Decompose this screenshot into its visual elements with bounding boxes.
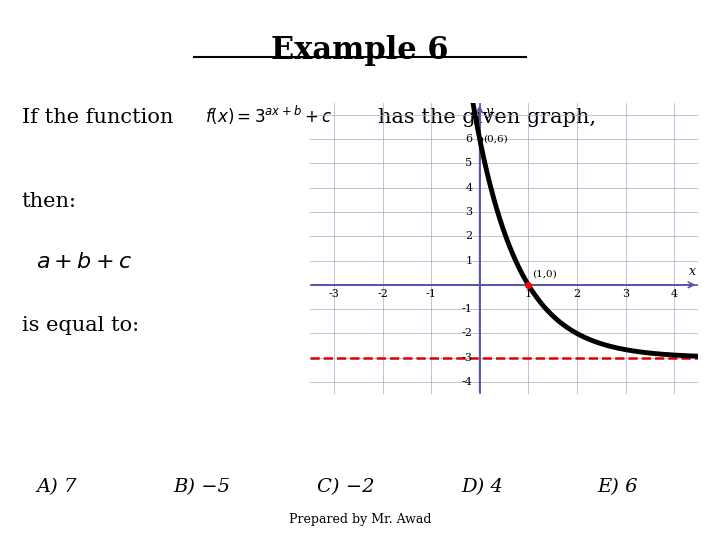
Text: B) −5: B) −5 [173, 478, 230, 496]
Text: Prepared by Mr. Awad: Prepared by Mr. Awad [289, 514, 431, 526]
Text: -4: -4 [462, 377, 472, 387]
Text: 4: 4 [670, 289, 678, 299]
Text: Example 6: Example 6 [271, 35, 449, 66]
Text: If the function: If the function [22, 108, 173, 127]
Text: -1: -1 [426, 289, 436, 299]
Text: (0,6): (0,6) [484, 134, 508, 144]
Text: 6: 6 [465, 134, 472, 144]
Text: 3: 3 [465, 207, 472, 217]
Text: -1: -1 [462, 304, 472, 314]
Text: is equal to:: is equal to: [22, 316, 139, 335]
Text: -3: -3 [328, 289, 339, 299]
Text: y: y [485, 105, 492, 118]
Text: 1: 1 [525, 289, 532, 299]
Text: $a+b+c$: $a+b+c$ [36, 251, 132, 273]
Text: x: x [689, 265, 696, 278]
Text: has the given graph,: has the given graph, [378, 108, 596, 127]
Text: 4: 4 [465, 183, 472, 193]
Text: -2: -2 [462, 328, 472, 339]
Text: D) 4: D) 4 [461, 478, 503, 496]
Text: 1: 1 [465, 255, 472, 266]
Text: (1,0): (1,0) [532, 270, 557, 279]
Text: E) 6: E) 6 [598, 478, 638, 496]
Text: 2: 2 [573, 289, 580, 299]
Text: C) −2: C) −2 [317, 478, 374, 496]
Text: 3: 3 [622, 289, 629, 299]
Text: 5: 5 [465, 158, 472, 168]
Text: then:: then: [22, 192, 76, 211]
Text: -2: -2 [377, 289, 388, 299]
Text: 2: 2 [465, 231, 472, 241]
Text: A) 7: A) 7 [36, 478, 76, 496]
Text: -3: -3 [462, 353, 472, 363]
Text: $f(x)=3^{ax+b}+c$: $f(x)=3^{ax+b}+c$ [205, 104, 333, 127]
